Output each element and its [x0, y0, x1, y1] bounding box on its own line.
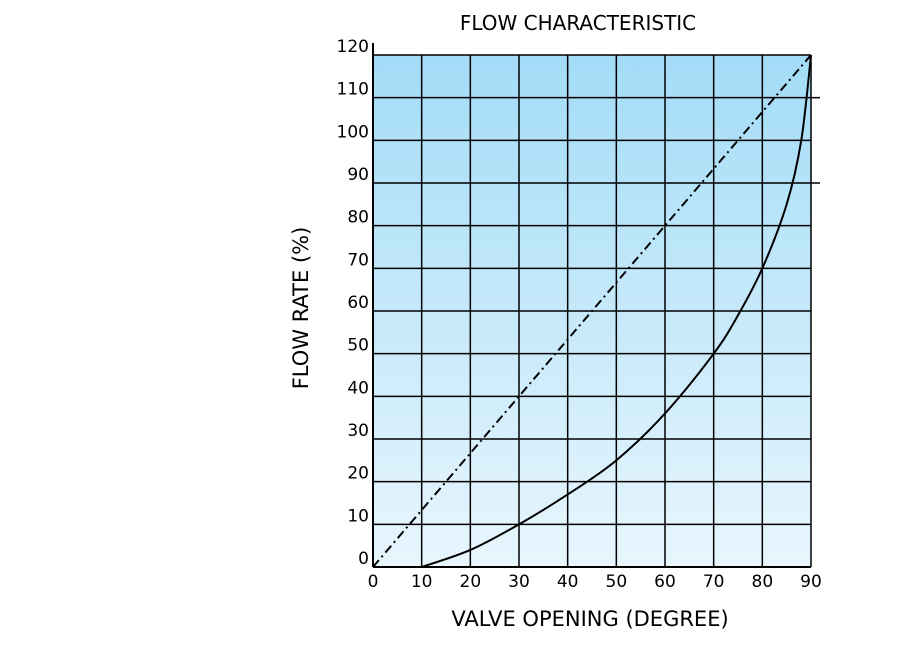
series-line-1	[372, 54, 812, 568]
y-tick-label: 70	[347, 250, 369, 270]
chart-title: FLOW CHARACTERISTIC	[460, 11, 696, 35]
y-tick-label: 110	[337, 80, 369, 100]
x-tick-label: 80	[752, 572, 774, 592]
x-tick-label: 10	[411, 572, 433, 592]
x-tick-label: 0	[368, 572, 379, 592]
x-tick-label: 60	[654, 572, 676, 592]
y-tick-label: 20	[347, 464, 369, 484]
y-tick-label: 30	[347, 421, 369, 441]
y-tick-label: 40	[347, 378, 369, 398]
x-tick-label: 20	[460, 572, 482, 592]
y-tick-label: 50	[347, 336, 369, 356]
y-tick-label: 100	[337, 122, 369, 142]
y-tick-label: 120	[337, 37, 369, 57]
series-line-2	[421, 54, 812, 568]
y-tick-label: 0	[358, 549, 369, 569]
y-axis-label: FLOW RATE (%)	[289, 227, 313, 390]
x-tick-label: 90	[800, 572, 822, 592]
x-axis-label: VALVE OPENING (DEGREE)	[451, 607, 728, 631]
x-tick-label: 50	[606, 572, 628, 592]
x-tick-label: 40	[557, 572, 579, 592]
tick-labels: 0 10 20 30 40 50 60 70 80 90 0 10 20 30 40 50 60 70 80 90 10…	[337, 37, 822, 592]
y-tick-label: 60	[347, 293, 369, 313]
x-tick-label: 30	[508, 572, 530, 592]
y-tick-label: 90	[347, 165, 369, 185]
x-tick-label: 70	[703, 572, 725, 592]
series-layer	[372, 54, 812, 568]
y-tick-label: 80	[347, 208, 369, 228]
axes	[372, 43, 820, 568]
y-tick-label: 10	[347, 506, 369, 526]
